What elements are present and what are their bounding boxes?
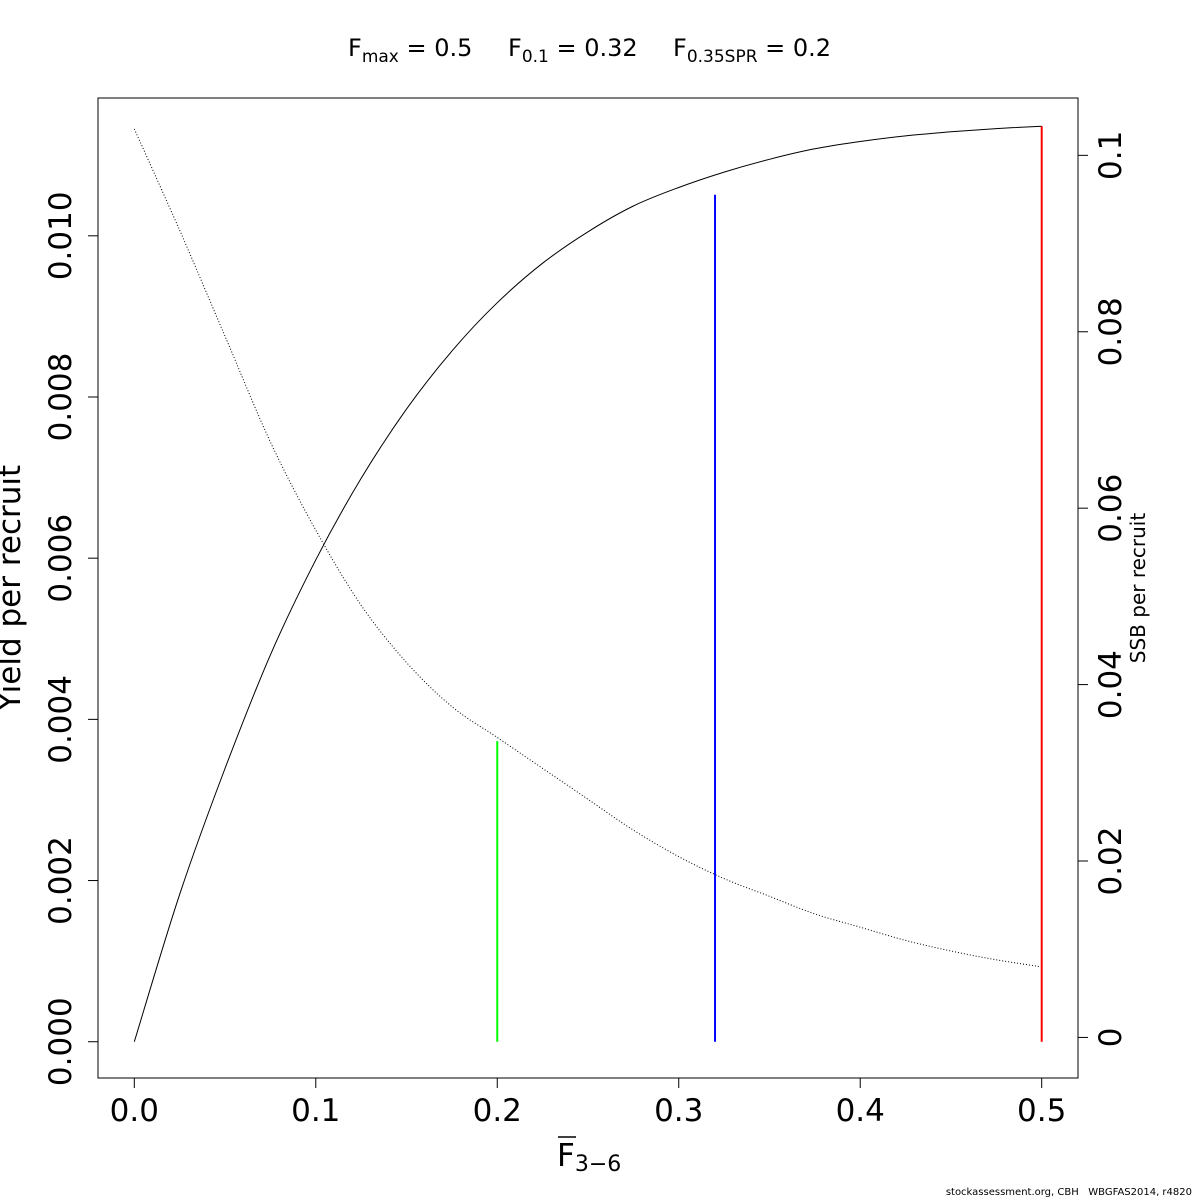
title-fmax: Fmax = 0.5 <box>348 34 472 67</box>
y-tick-label: 0.000 <box>43 997 79 1086</box>
x-axis-label-sub: 3−6 <box>575 1152 621 1177</box>
y-tick-label: 0.010 <box>43 191 79 280</box>
yield-per-recruit-curve <box>133 125 1042 1042</box>
x-tick-label: 0.1 <box>291 1093 340 1129</box>
chart-title: Fmax = 0.5 F0.1 = 0.32 F0.35SPR = 0.2 <box>348 34 831 67</box>
x-tick-label: 0.3 <box>654 1093 703 1129</box>
y2-tick-label: 0 <box>1093 1028 1129 1048</box>
y2-tick-label: 0.04 <box>1093 650 1129 719</box>
y-tick-label: 0.006 <box>43 514 79 603</box>
y2-tick-label: 0.1 <box>1093 131 1129 180</box>
plot-area <box>133 125 1043 1042</box>
x-tick-label: 0.0 <box>110 1093 159 1129</box>
footer-credit: stockassessment.org, CBH WBGFAS2014, r48… <box>945 1187 1192 1198</box>
y2-tick-label: 0.02 <box>1093 826 1129 895</box>
y-tick-label: 0.004 <box>43 675 79 764</box>
y-tick-label: 0.002 <box>43 836 79 925</box>
svg-text:F3−6: F3−6 <box>557 1138 621 1177</box>
x-tick-label: 0.5 <box>1017 1093 1066 1129</box>
x-tick-label: 0.2 <box>473 1093 522 1129</box>
x-axis-label: F3−6 <box>557 1136 621 1177</box>
plot-frame <box>97 97 1079 1079</box>
y-axis-label: Yield per recruit <box>0 465 28 712</box>
x-tick-label: 0.4 <box>836 1093 885 1129</box>
y-tick-label: 0.008 <box>43 353 79 442</box>
axes: 0.0 0.1 0.2 0.3 0.4 0.5 0.000 0.002 0.004 0.006 0.… <box>43 131 1129 1129</box>
y2-tick-label: 0.06 <box>1093 474 1129 543</box>
title-fspr: F0.35SPR = 0.2 <box>673 34 831 67</box>
y2-axis-label: SSB per recruit <box>1126 513 1150 664</box>
ssb-per-recruit-curve <box>133 128 1042 968</box>
y2-tick-label: 0.08 <box>1093 297 1129 366</box>
x-axis-label-base: F <box>557 1138 575 1174</box>
title-f01: F0.1 = 0.32 <box>508 34 638 67</box>
